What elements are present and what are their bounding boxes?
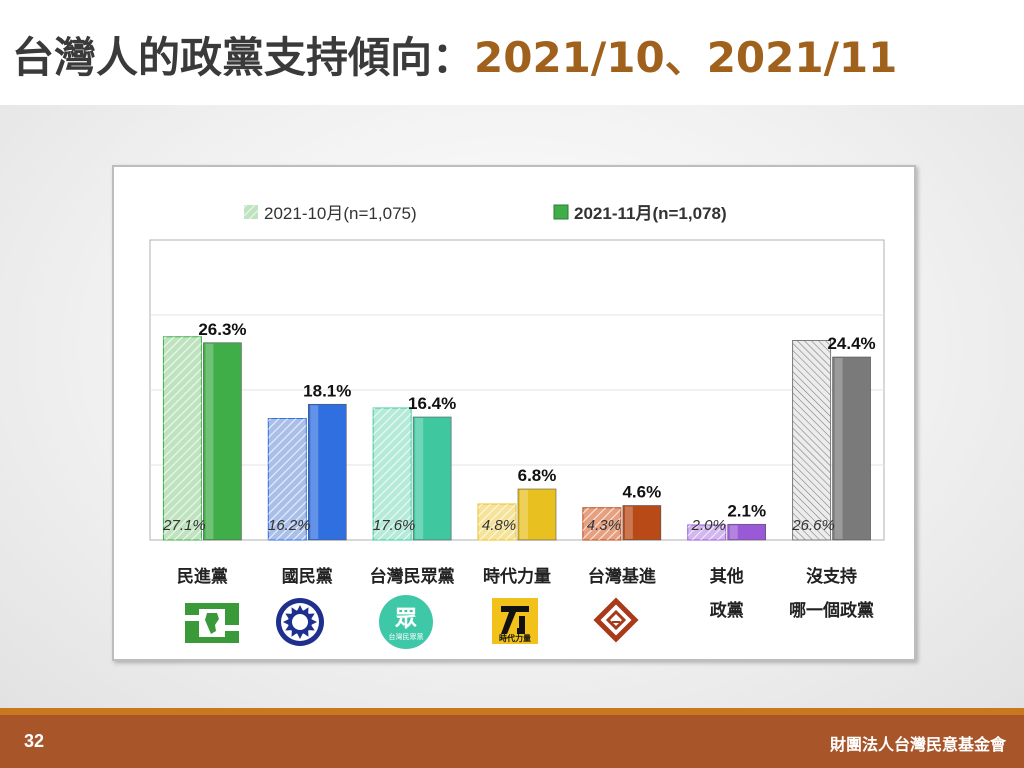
data-label-oct: 16.2% [268,517,311,534]
kmt-ray [291,607,299,617]
data-label-oct: 27.1% [162,517,206,534]
category-label: 民進黨 [177,566,228,587]
data-label-nov: 24.4% [827,334,875,353]
data-label-nov: 2.1% [727,501,766,520]
party-logos: 眾 台灣民眾黨 時代力量 [185,595,639,649]
bar-nov [412,416,452,541]
title-bar: 台灣人的政黨支持傾向：2021/10、2021/11 [0,0,1024,105]
slide-footer [0,715,1024,768]
bar-nov [727,523,767,541]
data-label-oct: 2.0% [691,517,726,534]
legend-swatch-nov [553,204,569,220]
bar-nov-highlight [415,418,424,539]
bar-nov-highlight [310,405,319,539]
bar-nov [832,356,871,541]
legend-label-oct: 2021-10月(n=1,075) [264,204,417,223]
category-label: 沒支持 [806,566,857,587]
npp-logo: 時代力量 [492,598,538,644]
category-label: 哪一個政黨 [789,600,874,621]
svg-text:時代力量: 時代力量 [499,633,531,643]
data-label-nov: 16.4% [408,394,456,413]
bar-nov-highlight [729,525,738,539]
kmt-ray [301,627,309,637]
chart-legend: 2021-10月(n=1,075) 2021-11月(n=1,078) [244,204,727,223]
bar-oct-hatch [582,507,621,540]
bar-nov [203,342,242,541]
category-label: 台灣民眾黨 [370,566,455,587]
category-label: 國民黨 [282,566,333,587]
kmt-logo [276,598,324,646]
kmt-ray [283,618,291,626]
category-label: 台灣基進 [588,566,656,587]
bar-oct-hatch [687,525,726,540]
footer-divider [0,708,1024,715]
svg-text:台灣民眾黨: 台灣民眾黨 [389,632,424,641]
tsp-logo [593,597,639,643]
tpp-logo: 眾 台灣民眾黨 [379,595,433,649]
bar-oct-hatch [268,418,307,540]
bar-nov-highlight [205,343,214,539]
bar-nov [622,505,662,541]
svg-text:眾: 眾 [394,607,417,632]
bar-nov-highlight [834,358,843,539]
bar-oct-hatch [373,408,412,540]
bar-series [162,336,871,541]
data-labels: 26.3% 27.1% 18.1% 16.2% 16.4% 17.6% 6.8% 4.8% 4.… [162,320,876,534]
kmt-ray [285,623,295,631]
party-support-chart: 2021-10月(n=1,075) 2021-11月(n=1,078) 26.3… [149,204,885,649]
data-label-oct: 4.8% [482,517,516,534]
kmt-ray [305,613,315,621]
kmt-ray [285,613,295,621]
page-title: 台灣人的政黨支持傾向：2021/10、2021/11 [12,24,897,85]
dpp-logo [185,603,239,643]
bar-oct-hatch [478,504,516,540]
kmt-ray [301,607,309,617]
data-label-nov: 26.3% [198,320,246,339]
data-label-nov: 18.1% [303,381,351,400]
data-label-oct: 26.6% [791,517,835,534]
chart-frame: 2021-10月(n=1,075) 2021-11月(n=1,078) 26.3… [112,165,916,661]
organization-name: 財團法人台灣民意基金會 [829,735,1006,754]
bar-nov [307,403,347,541]
data-label-nov: 6.8% [518,466,557,485]
title-main: 台灣人的政黨支持傾向： [12,33,475,82]
bar-oct-hatch [792,340,831,540]
legend-label-nov: 2021-11月(n=1,078) [574,204,727,223]
kmt-ray [309,618,317,626]
data-label-nov: 4.6% [622,483,661,502]
kmt-ray [296,605,304,613]
kmt-ray [296,631,304,639]
category-label: 其他 [710,566,744,587]
data-label-oct: 17.6% [373,517,416,534]
page-number: 32 [24,731,45,751]
kmt-ray [305,623,315,631]
category-label: 政黨 [710,600,744,621]
title-dates: 2021/10、2021/11 [474,33,898,82]
bar-nov [517,488,557,541]
bar-nov-highlight [520,490,528,539]
bar-oct-hatch [163,336,202,540]
data-label-oct: 4.3% [587,517,621,534]
category-label: 時代力量 [483,566,551,587]
bar-nov-highlight [624,506,633,539]
kmt-ray [291,627,299,637]
